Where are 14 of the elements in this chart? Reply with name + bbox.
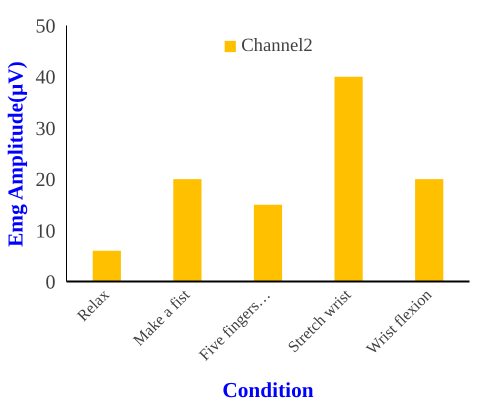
x-axis-title: Condition bbox=[222, 378, 314, 402]
bar bbox=[334, 76, 363, 282]
y-axis-title: Emg Amplitude(μV) bbox=[4, 61, 28, 247]
legend-label: Channel2 bbox=[241, 35, 313, 57]
bar bbox=[254, 204, 282, 282]
y-tick-label: 50 bbox=[36, 16, 56, 38]
bar bbox=[92, 250, 121, 282]
y-tick-label: 30 bbox=[36, 118, 56, 140]
y-tick-label: 20 bbox=[36, 169, 56, 192]
bar bbox=[415, 179, 444, 282]
y-tick-label: 0 bbox=[46, 272, 56, 294]
bar bbox=[173, 179, 202, 282]
y-tick-label: 40 bbox=[36, 66, 56, 89]
y-tick-label: 10 bbox=[36, 220, 56, 242]
